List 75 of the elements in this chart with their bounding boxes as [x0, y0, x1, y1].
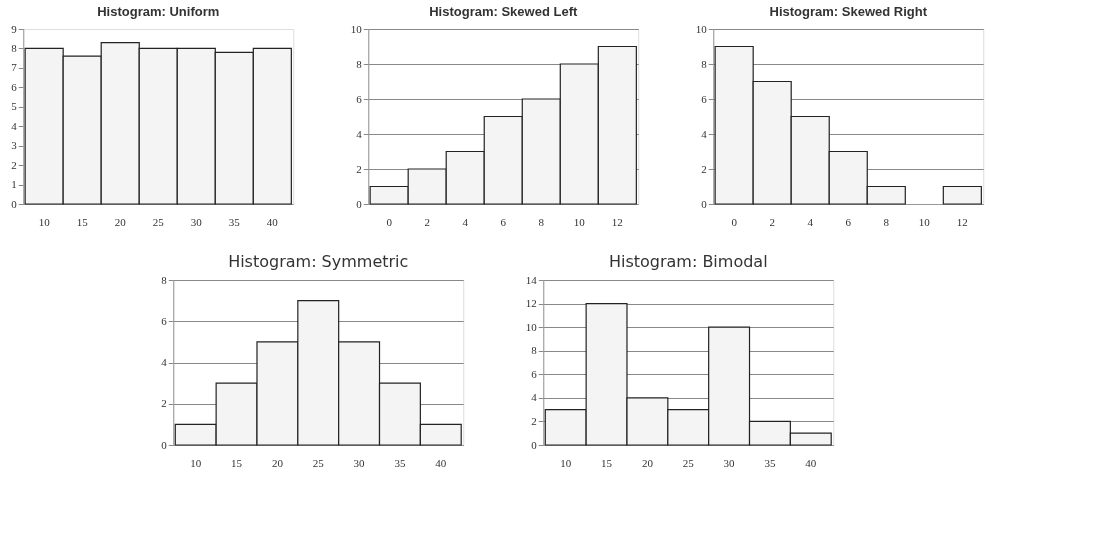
x-tick-label: 20 — [641, 456, 654, 469]
y-tick-label: 5 — [11, 100, 18, 113]
x-tick-label: 6 — [845, 215, 852, 228]
x-tick-label: 25 — [312, 456, 325, 469]
chart-title: Histogram: Skewed Right — [769, 4, 928, 19]
x-tick-label: 15 — [601, 456, 613, 469]
y-tick-label: 7 — [11, 61, 18, 74]
x-tick-label: 12 — [956, 215, 968, 228]
y-tick-label: 12 — [525, 297, 537, 310]
x-tick-label: 10 — [190, 456, 202, 469]
x-tick-label: 10 — [573, 215, 586, 228]
x-tick-label: 20 — [114, 215, 127, 228]
y-tick-label: 2 — [11, 158, 17, 171]
y-tick-label: 8 — [11, 41, 18, 54]
x-tick-label: 15 — [76, 215, 89, 228]
x-tick-label: 35 — [394, 456, 406, 469]
y-tick-label: 0 — [701, 197, 708, 210]
x-tick-label: 0 — [731, 215, 738, 228]
y-tick-label: 6 — [161, 314, 168, 327]
x-tick-label: 2 — [769, 215, 775, 228]
y-tick-label: 0 — [356, 197, 363, 210]
x-tick-label: 30 — [190, 215, 203, 228]
y-tick-label: 4 — [531, 391, 538, 404]
x-tick-label: 12 — [611, 215, 623, 228]
x-tick-label: 35 — [764, 456, 776, 469]
y-tick-label: 6 — [356, 92, 363, 105]
y-tick-label: 6 — [701, 92, 708, 105]
y-tick-label: 1 — [11, 178, 17, 191]
x-tick-label: 25 — [152, 215, 165, 228]
y-tick-label: 2 — [531, 414, 537, 427]
y-tick-label: 6 — [531, 367, 538, 380]
y-tick-label: 2 — [356, 162, 362, 175]
y-tick-label: 8 — [701, 57, 708, 70]
y-tick-label: 2 — [161, 397, 167, 410]
x-tick-label: 40 — [435, 456, 447, 469]
chart-title: Histogram: Skewed Left — [429, 4, 578, 19]
x-tick-label: 6 — [500, 215, 507, 228]
x-tick-label: 20 — [271, 456, 284, 469]
y-tick-label: 8 — [161, 273, 168, 286]
y-tick-label: 9 — [11, 22, 18, 35]
y-tick-label: 10 — [525, 320, 538, 333]
y-tick-label: 8 — [356, 57, 363, 70]
y-tick-label: 6 — [11, 80, 18, 93]
y-tick-label: 0 — [11, 197, 18, 210]
y-tick-label: 14 — [525, 273, 538, 286]
x-tick-label: 10 — [38, 215, 51, 228]
y-tick-label: 4 — [701, 127, 708, 140]
y-tick-label: 0 — [161, 438, 168, 451]
x-tick-label: 30 — [353, 456, 366, 469]
chart-title: Histogram: Bimodal — [608, 252, 768, 271]
x-tick-label: 2 — [424, 215, 430, 228]
y-tick-label: 2 — [701, 162, 707, 175]
x-tick-label: 4 — [462, 215, 469, 228]
x-tick-label: 30 — [723, 456, 736, 469]
y-tick-label: 10 — [695, 22, 708, 35]
x-tick-label: 10 — [918, 215, 931, 228]
y-tick-label: 4 — [11, 119, 18, 132]
x-tick-label: 40 — [805, 456, 817, 469]
x-tick-label: 15 — [231, 456, 243, 469]
y-tick-label: 0 — [531, 438, 538, 451]
x-tick-label: 0 — [386, 215, 393, 228]
y-tick-label: 10 — [350, 22, 363, 35]
chart-title: Histogram: Symmetric — [228, 252, 409, 271]
x-tick-label: 4 — [807, 215, 814, 228]
y-tick-label: 4 — [356, 127, 363, 140]
bar — [942, 185, 982, 205]
x-tick-label: 35 — [228, 215, 241, 228]
y-tick-label: 4 — [161, 356, 168, 368]
x-tick-label: 10 — [560, 456, 572, 469]
x-tick-label: 8 — [883, 215, 890, 228]
x-tick-label: 25 — [682, 456, 695, 469]
y-tick-label: 3 — [11, 139, 18, 152]
chart-title: Histogram: Uniform — [97, 4, 220, 19]
y-tick-label: 8 — [531, 344, 538, 357]
x-tick-label: 40 — [266, 215, 279, 228]
